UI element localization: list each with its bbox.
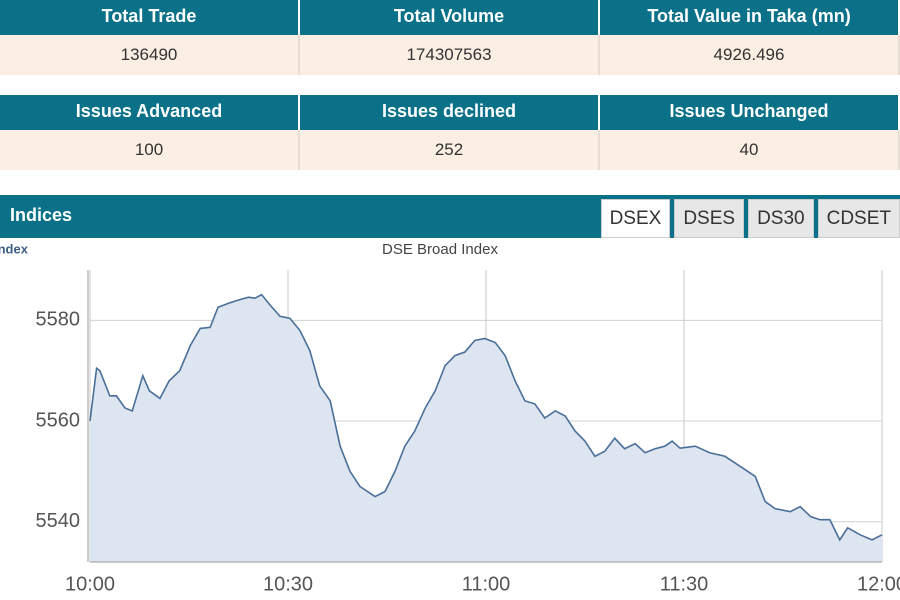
header-cell: Issues declined (300, 95, 600, 130)
y-tick-label: 5580 (36, 309, 81, 331)
panel-title: Indices (10, 205, 73, 225)
area (90, 294, 882, 562)
data-cell: 252 (300, 130, 600, 170)
indices-bar: Indices DSEX DSES DS30 CDSET (0, 195, 900, 238)
y-tick-label: 5560 (36, 409, 81, 431)
header-cell: Total Value in Taka (mn) (600, 0, 900, 35)
tab[interactable]: CDSET (817, 199, 900, 238)
data-cell: 40 (600, 130, 900, 170)
data-cell: 4926.496 (600, 35, 900, 75)
data-row: 136490 174307563 4926.496 (0, 35, 900, 75)
data-row: 100 252 40 (0, 130, 900, 170)
chart-title: DSE Broad Index (382, 241, 498, 258)
x-tick-label: 10:00 (65, 573, 115, 595)
header-row: Total Trade Total Volume Total Value in Ta… (0, 0, 900, 35)
summary-table: Total Trade Total Volume Total Value in Ta… (0, 0, 900, 75)
header-cell: Total Trade (0, 0, 300, 35)
header-cell: Total Volume (300, 0, 600, 35)
header-row: Issues Advanced Issues declined Issues Unc… (0, 95, 900, 130)
header-cell: Issues Unchanged (600, 95, 900, 130)
line (89, 293, 883, 542)
data-cell: 100 (0, 130, 300, 170)
y-tick-label: 5540 (36, 510, 81, 532)
issues-table: Issues Advanced Issues declined Issues Unc… (0, 95, 900, 170)
data-cell: 136490 (0, 35, 300, 75)
x-tick-label: 12:00 (857, 573, 900, 595)
tab[interactable]: DSEX (600, 199, 671, 238)
tab[interactable]: DSES (674, 199, 745, 238)
x-tick-label: 11:00 (462, 573, 511, 595)
data-cell: 174307563 (300, 35, 600, 75)
x-tick-label: 10:30 (263, 573, 313, 595)
header-cell: Issues Advanced (0, 95, 300, 130)
y-axis-label: Index (0, 241, 29, 256)
tabs: DSEX DSES DS30 CDSET (600, 199, 900, 238)
x-tick-label: 11:30 (660, 573, 709, 595)
tab[interactable]: DS30 (748, 199, 814, 238)
